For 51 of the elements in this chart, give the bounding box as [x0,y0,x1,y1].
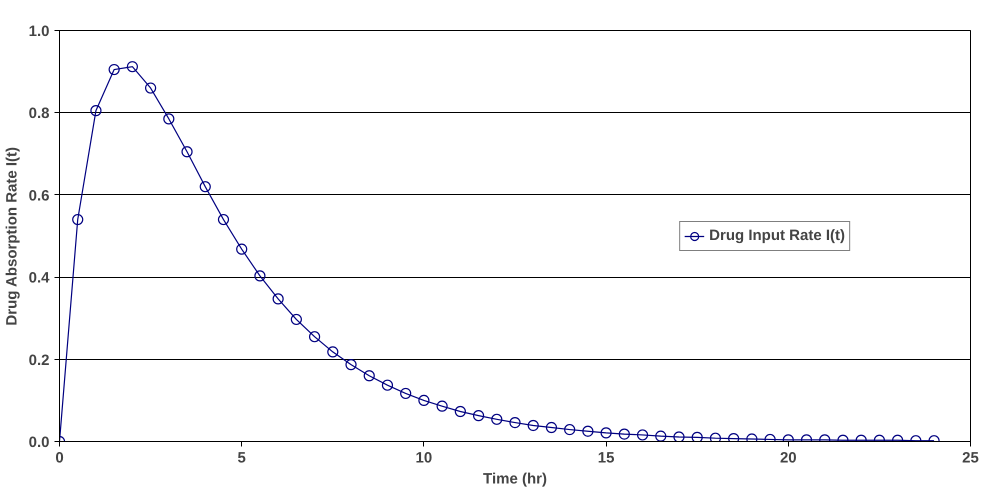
y-tick-label: 1.0 [28,23,50,40]
point [582,426,594,437]
point [163,113,174,124]
point [618,428,630,440]
point [472,410,484,422]
point [200,181,211,192]
legend-label: Drug Input Rate I(t) [709,227,845,244]
point [382,380,394,391]
point [692,432,703,442]
point [673,431,685,442]
x-tick-label: 10 [416,450,432,466]
point [491,414,502,425]
point [218,214,230,226]
y-tick-label: 0.6 [28,187,50,204]
point [655,430,666,442]
point [528,420,539,432]
point [308,331,320,342]
point [327,346,338,358]
point [290,314,302,326]
point [710,432,722,442]
point [126,61,138,72]
point [564,424,576,436]
point [236,244,248,255]
point [636,429,648,441]
point [72,214,84,226]
point [145,82,156,94]
x-axis-title: Time (hr) [483,470,547,488]
point [108,64,120,76]
point [509,417,521,428]
point [272,293,284,304]
point [436,400,448,412]
y-tick-label: 0.4 [28,270,50,287]
point [600,427,612,438]
point [90,105,102,116]
x-tick-label: 0 [55,450,64,466]
y-tick-label: 0.0 [28,434,50,451]
point [418,394,430,406]
point [254,270,266,282]
y-tick-label: 0.2 [28,352,50,369]
point [546,422,558,434]
x-tick-label: 25 [962,450,979,466]
point [181,146,193,158]
x-tick-label: 20 [780,450,797,466]
y-tick-label: 0.8 [28,105,50,122]
x-tick-label: 5 [238,450,246,466]
point [345,359,357,370]
y-axis-title: Drug Absorption Rate I(t) [4,146,21,326]
x-tick-label: 15 [598,450,614,466]
point [454,406,466,418]
point [364,370,375,382]
point [400,388,412,400]
